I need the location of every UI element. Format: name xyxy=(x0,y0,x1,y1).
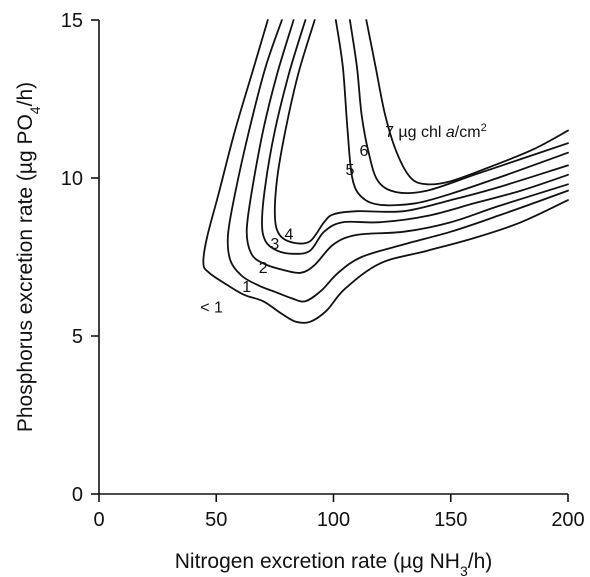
contour-label-part: 7 µg chl xyxy=(385,124,446,141)
contour-line xyxy=(365,19,569,186)
contour-label: 3 xyxy=(270,236,279,253)
contour-label: 2 xyxy=(259,260,268,277)
y-ticks: 0 5 10 15 xyxy=(61,10,99,506)
contour-label: < 1 xyxy=(200,299,223,316)
contour-label: 4 xyxy=(284,227,293,244)
contour-label-part: 2 xyxy=(481,122,487,134)
y-tick-label: 10 xyxy=(61,168,83,190)
x-ticks: 0 50 100 150 200 xyxy=(93,494,585,531)
y-axis-title-text: Phosphorus excretion rate (µg PO xyxy=(14,114,37,432)
x-tick-label: 0 xyxy=(93,509,104,531)
contour-line xyxy=(273,19,569,245)
contour-line xyxy=(261,19,569,255)
y-tick-label: 0 xyxy=(72,484,83,506)
x-axis-title: Nitrogen excretion rate (µg NH3/h) xyxy=(175,550,493,577)
x-tick-label: 200 xyxy=(551,509,584,531)
contour-label: 7 µg chl a/cm2 xyxy=(385,122,487,141)
contour-line xyxy=(226,19,569,303)
contour-label-part: /cm xyxy=(455,124,481,141)
contour-line xyxy=(245,19,569,274)
y-axis-title: Phosphorus excretion rate (µg PO4/h) xyxy=(14,82,43,432)
y-tick-label: 5 xyxy=(72,326,83,348)
contour-line xyxy=(334,19,569,207)
x-tick-label: 100 xyxy=(317,509,350,531)
x-axis-title-end: /h) xyxy=(468,550,493,573)
x-tick-label: 150 xyxy=(434,509,467,531)
x-axis-title-text: Nitrogen excretion rate (µg NH xyxy=(175,550,460,573)
contour-label: 1 xyxy=(242,279,251,296)
y-axis-title-sub: 4 xyxy=(27,106,43,114)
contour-label-part: a xyxy=(446,124,455,141)
contour-lines xyxy=(202,19,569,324)
x-axis-title-sub: 3 xyxy=(460,563,468,577)
contour-label: 5 xyxy=(345,162,354,179)
y-tick-label: 15 xyxy=(61,10,83,32)
contour-label: 6 xyxy=(360,143,369,160)
y-axis-title-end: /h) xyxy=(14,82,37,107)
contour-line xyxy=(202,19,569,324)
contour-line xyxy=(349,19,569,195)
x-tick-label: 50 xyxy=(205,509,227,531)
